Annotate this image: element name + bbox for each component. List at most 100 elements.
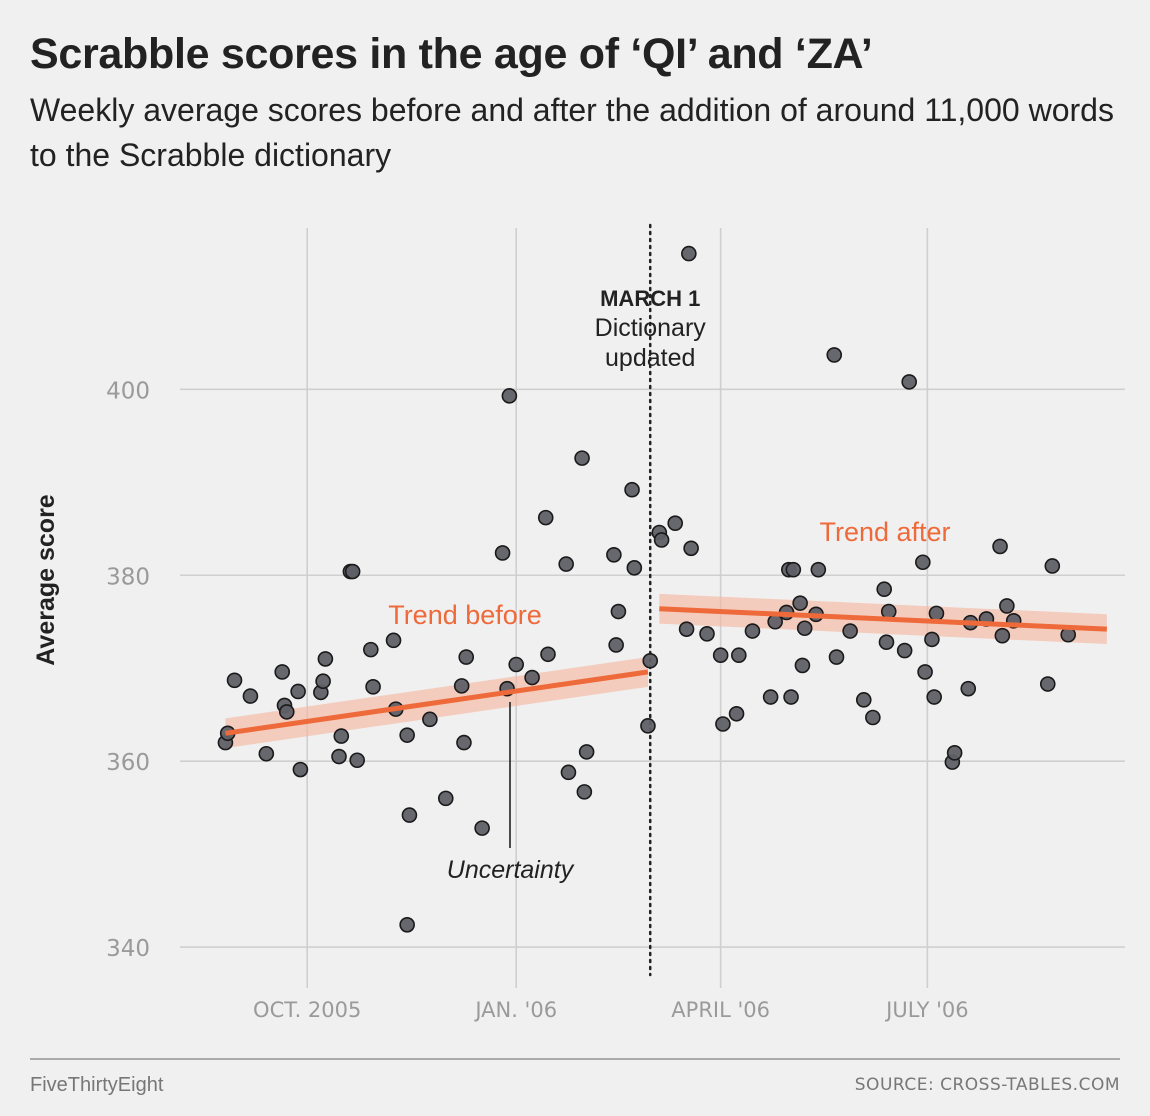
data-point [994, 627, 1011, 644]
data-point [399, 916, 415, 933]
data-point [678, 621, 695, 637]
event-label-date: MARCH 1 [600, 286, 700, 311]
data-point [274, 664, 291, 680]
y-tick-label: 400 [106, 378, 150, 404]
data-point [290, 683, 306, 700]
trend-line [659, 606, 1107, 632]
data-point [558, 556, 574, 572]
data-point [715, 716, 731, 732]
data-point [960, 680, 977, 697]
data-point [292, 761, 309, 778]
data-point [667, 515, 684, 532]
data-point [331, 748, 347, 765]
data-point [560, 764, 577, 781]
y-tick-label: 360 [106, 750, 150, 776]
data-point [728, 705, 745, 722]
data-point [226, 672, 243, 689]
data-point [683, 540, 699, 557]
data-point [794, 657, 811, 674]
data-point [926, 689, 942, 705]
x-tick-label: JAN. '06 [473, 998, 557, 1022]
data-point [878, 634, 895, 650]
data-point [278, 704, 295, 720]
data-point [946, 745, 963, 761]
data-point [917, 664, 933, 680]
page-title: Scrabble scores in the age of ‘QI’ and ‘… [30, 30, 873, 78]
data-point [896, 642, 913, 659]
data-point [537, 509, 554, 526]
data-point [653, 532, 670, 548]
data-point [826, 347, 843, 363]
data-point [317, 651, 334, 667]
data-point [999, 598, 1015, 614]
data-point [453, 678, 470, 694]
data-point [474, 820, 490, 836]
data-point [437, 790, 454, 807]
data-point [744, 623, 761, 639]
trend-before-label: Trend before [388, 600, 542, 630]
data-point [1044, 558, 1061, 574]
data-point [258, 745, 275, 762]
data-point [508, 656, 525, 673]
data-point [915, 554, 931, 571]
data-point [842, 623, 858, 639]
data-point [785, 561, 802, 578]
footer-brand: FiveThirtyEight [30, 1074, 164, 1096]
data-point [606, 547, 622, 563]
data-point [855, 692, 872, 708]
trend-after-label: Trend after [819, 517, 950, 547]
data-point [365, 679, 381, 695]
data-point [315, 673, 331, 690]
trend-line [225, 669, 649, 736]
footer-divider [30, 1058, 1120, 1060]
data-point [924, 631, 940, 648]
data-point [865, 709, 881, 726]
data-point [699, 626, 715, 642]
data-point [901, 374, 917, 390]
data-point [458, 649, 475, 665]
data-point [712, 647, 729, 664]
y-tick-label: 340 [106, 936, 150, 962]
data-point [928, 605, 945, 622]
event-label-line: updated [605, 344, 695, 372]
data-point [610, 603, 627, 620]
data-point [540, 646, 556, 663]
data-point [792, 595, 808, 611]
data-point [681, 245, 697, 262]
y-axis-label: Average score [32, 494, 60, 665]
data-point [524, 669, 540, 686]
data-point [501, 388, 518, 404]
data-point [576, 784, 593, 800]
data-point [349, 752, 365, 769]
page-subtitle: Weekly average scores before and after t… [30, 92, 1114, 173]
data-point [401, 807, 418, 823]
data-point [992, 538, 1008, 555]
y-tick-label: 380 [106, 564, 150, 590]
data-point [876, 581, 893, 598]
data-point [242, 688, 259, 704]
data-point [363, 641, 379, 658]
data-point [731, 647, 747, 664]
data-point [422, 711, 438, 728]
data-point [624, 481, 640, 498]
data-point [578, 744, 595, 760]
data-point [828, 649, 845, 665]
event-label-line: Dictionary [595, 314, 707, 342]
data-point [642, 652, 659, 669]
data-point [810, 561, 827, 578]
data-point [608, 637, 624, 653]
data-point [494, 545, 511, 561]
data-point [399, 727, 415, 743]
data-point [456, 734, 472, 751]
data-point [385, 632, 402, 649]
data-point [880, 603, 897, 620]
data-point [767, 613, 783, 630]
data-point [626, 560, 643, 576]
x-tick-label: JULY '06 [884, 998, 968, 1022]
data-point [344, 563, 361, 580]
footer-source: SOURCE: CROSS-TABLES.COM [854, 1075, 1120, 1095]
x-tick-label: OCT. 2005 [253, 998, 361, 1022]
data-point [1039, 676, 1056, 692]
uncertainty-label: Uncertainty [447, 856, 575, 884]
